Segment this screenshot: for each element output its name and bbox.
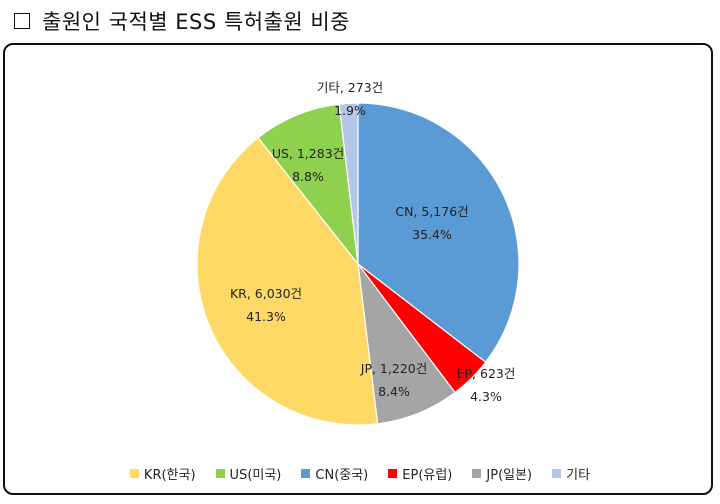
legend-swatch	[472, 468, 482, 478]
slice-count-label: 기타, 273건	[317, 80, 383, 95]
slice-percent-label: 35.4%	[412, 227, 452, 242]
page-title: 출원인 국적별 ESS 특허출원 비중	[14, 6, 350, 36]
legend-swatch	[215, 468, 225, 478]
legend-label: KR(한국)	[143, 467, 196, 483]
slice-percent-label: 1.9%	[334, 103, 366, 118]
slice-count-label: JP, 1,220건	[360, 361, 427, 376]
legend-swatch	[301, 468, 311, 478]
legend-item: KR(한국)	[129, 464, 196, 483]
legend-swatch	[552, 468, 562, 478]
slice-labels: CN, 5,176건 35.4% EP, 623건 4.3% JP, 1,220건 8.4…	[230, 80, 515, 404]
slice-count-label: KR, 6,030건	[230, 286, 302, 301]
slice-count-label: US, 1,283건	[272, 146, 344, 161]
legend-label: US(미국)	[229, 467, 282, 483]
title-text: 출원인 국적별 ESS 특허출원 비중	[42, 10, 350, 34]
legend-item: CN(중국)	[301, 464, 368, 483]
square-bullet-icon	[14, 13, 30, 29]
slice-count-label: EP, 623건	[457, 366, 516, 381]
pie-slice	[357, 102, 520, 364]
pie-slice	[338, 102, 359, 265]
pie-slice	[257, 103, 359, 267]
legend-label: JP(일본)	[486, 467, 533, 483]
legend-swatch	[129, 468, 139, 478]
slice-percent-label: 4.3%	[470, 389, 502, 404]
legend-label: 기타	[566, 467, 591, 483]
slice-count-label: CN, 5,176건	[395, 204, 468, 219]
legend-swatch	[388, 468, 398, 478]
legend-label: CN(중국)	[315, 467, 369, 483]
pie-slices	[196, 102, 520, 426]
slice-percent-label: 41.3%	[246, 309, 286, 324]
legend-item: JP(일본)	[472, 464, 532, 483]
legend-label: EP(유럽)	[402, 467, 453, 483]
legend-item: EP(유럽)	[388, 464, 452, 483]
slice-percent-label: 8.8%	[292, 169, 324, 184]
legend-item: US(미국)	[215, 464, 282, 483]
legend-item: 기타	[552, 464, 590, 483]
pie-slice	[196, 136, 379, 426]
chart-legend: KR(한국) US(미국) CN(중국) EP(유럽) JP(일본) 기타	[0, 462, 720, 484]
slice-percent-label: 8.4%	[378, 384, 410, 399]
